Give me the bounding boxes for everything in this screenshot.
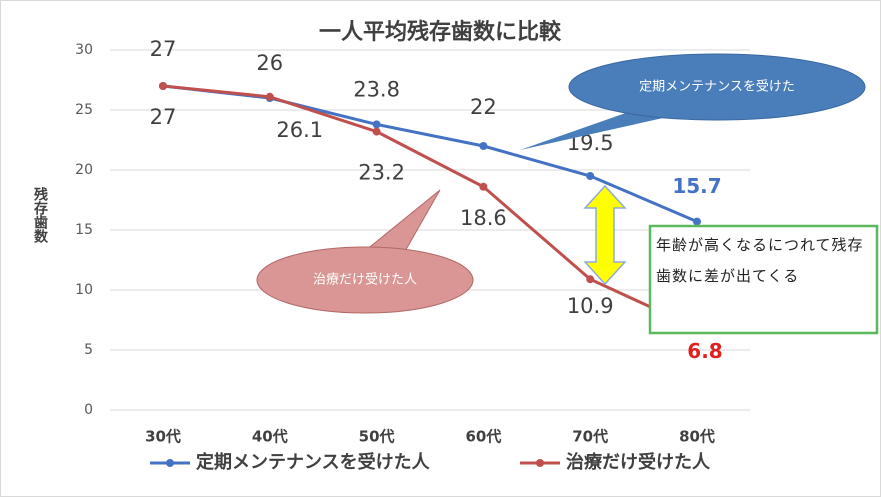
data-point xyxy=(265,92,274,101)
data-label: 23.2 xyxy=(358,161,405,185)
x-tick-label: 50代 xyxy=(359,428,395,446)
data-point xyxy=(586,172,595,180)
difference-arrow xyxy=(583,184,627,286)
data-label: 27 xyxy=(150,105,177,129)
y-tick-label: 15 xyxy=(75,222,93,238)
x-tick-label: 30代 xyxy=(145,428,181,446)
x-tick-label: 60代 xyxy=(465,428,501,446)
data-point xyxy=(586,275,595,284)
data-point xyxy=(479,182,488,191)
callout-text: 治療だけ受けた人 xyxy=(313,273,417,288)
data-label: 10.9 xyxy=(567,294,614,318)
x-tick-label: 80代 xyxy=(679,428,715,446)
note: 年齢が高くなるにつれて残存歯数に差が出てくる xyxy=(656,236,864,285)
data-point xyxy=(372,127,381,136)
callout-bubble xyxy=(568,53,866,121)
x-tick-label: 40代 xyxy=(252,428,288,446)
callout-pointer xyxy=(520,108,690,150)
data-label: 26 xyxy=(256,51,283,75)
data-point xyxy=(159,82,167,90)
y-tick-label: 0 xyxy=(84,402,93,418)
note-text: 年齢が高くなるにつれて残存歯数に差が出てくる xyxy=(656,236,864,285)
data-label: 27 xyxy=(150,37,177,61)
series-line xyxy=(162,84,698,330)
data-point xyxy=(372,120,381,129)
callout-bubble xyxy=(256,246,474,314)
data-point xyxy=(479,142,488,150)
data-label: 18.6 xyxy=(460,206,507,230)
y-tick-label: 20 xyxy=(75,162,93,178)
legend-marker xyxy=(166,459,174,467)
y-tick-label: 25 xyxy=(75,102,93,118)
data-label: 23.8 xyxy=(353,77,400,101)
legend-label: 定期メンテナンスを受けた人 xyxy=(196,451,431,473)
data-label: 22 xyxy=(470,95,497,119)
x-tick-label: 70代 xyxy=(572,428,608,446)
data-label: 15.7 xyxy=(672,174,721,198)
data-label: 26.1 xyxy=(276,118,323,142)
chart-title: 一人平均残存歯数に比較 xyxy=(319,19,562,45)
data-point xyxy=(693,217,701,226)
y-tick-label: 30 xyxy=(75,42,93,58)
data-label: 6.8 xyxy=(687,339,722,363)
legend-marker xyxy=(536,459,544,467)
note-box xyxy=(648,224,879,335)
y-axis-label: 残存歯数 xyxy=(32,186,48,244)
legend-label: 治療だけ受けた人 xyxy=(566,451,711,473)
callout-text: 定期メンテナンスを受けた xyxy=(639,80,795,95)
y-tick-label: 5 xyxy=(84,342,93,358)
y-tick-label: 10 xyxy=(75,282,93,298)
